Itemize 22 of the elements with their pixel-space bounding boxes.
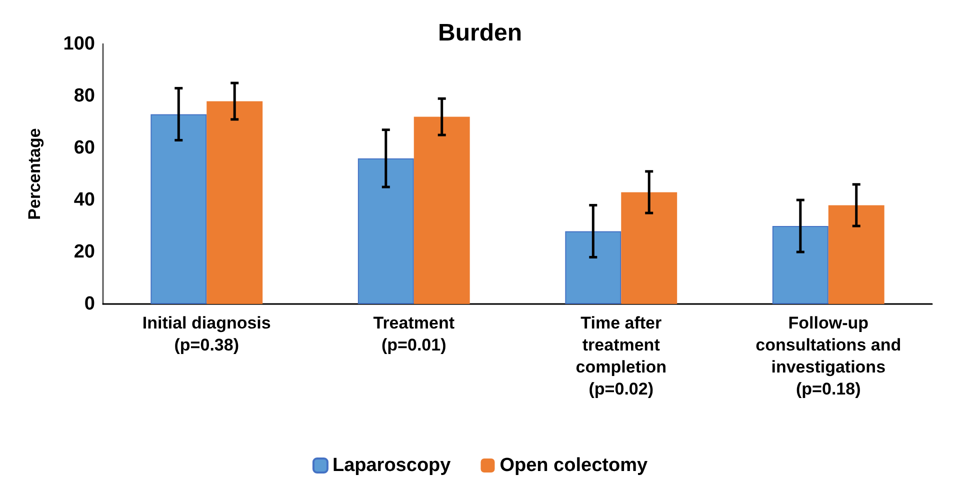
bar — [772, 226, 828, 304]
x-tick-label: Initial diagnosis (p=0.38) — [142, 314, 271, 354]
chart-title: Burden — [438, 20, 522, 46]
x-tick-label: Time after treatment completion (p=0.02) — [576, 314, 666, 398]
y-tick-label: 80 — [74, 86, 95, 106]
y-tick-label: 100 — [63, 34, 95, 54]
x-tick-label: Follow-up consultations and investigations (p=0.18) — [756, 314, 902, 398]
y-tick-label: 40 — [74, 190, 95, 210]
y-tick-label: 0 — [84, 294, 95, 314]
bar — [150, 114, 207, 304]
bar — [414, 116, 470, 304]
y-axis-title: Percentage — [25, 128, 44, 220]
bar — [828, 205, 884, 304]
bar — [206, 101, 263, 304]
bar — [565, 231, 622, 304]
y-tick-label: 20 — [74, 242, 95, 262]
legend-label: Laparoscopy — [332, 455, 452, 476]
x-tick-label: Treatment (p=0.01) — [373, 314, 455, 354]
bar — [358, 158, 414, 304]
y-tick-label: 60 — [74, 138, 95, 158]
bar — [621, 192, 678, 304]
legend-label: Open colectomy — [500, 455, 648, 476]
